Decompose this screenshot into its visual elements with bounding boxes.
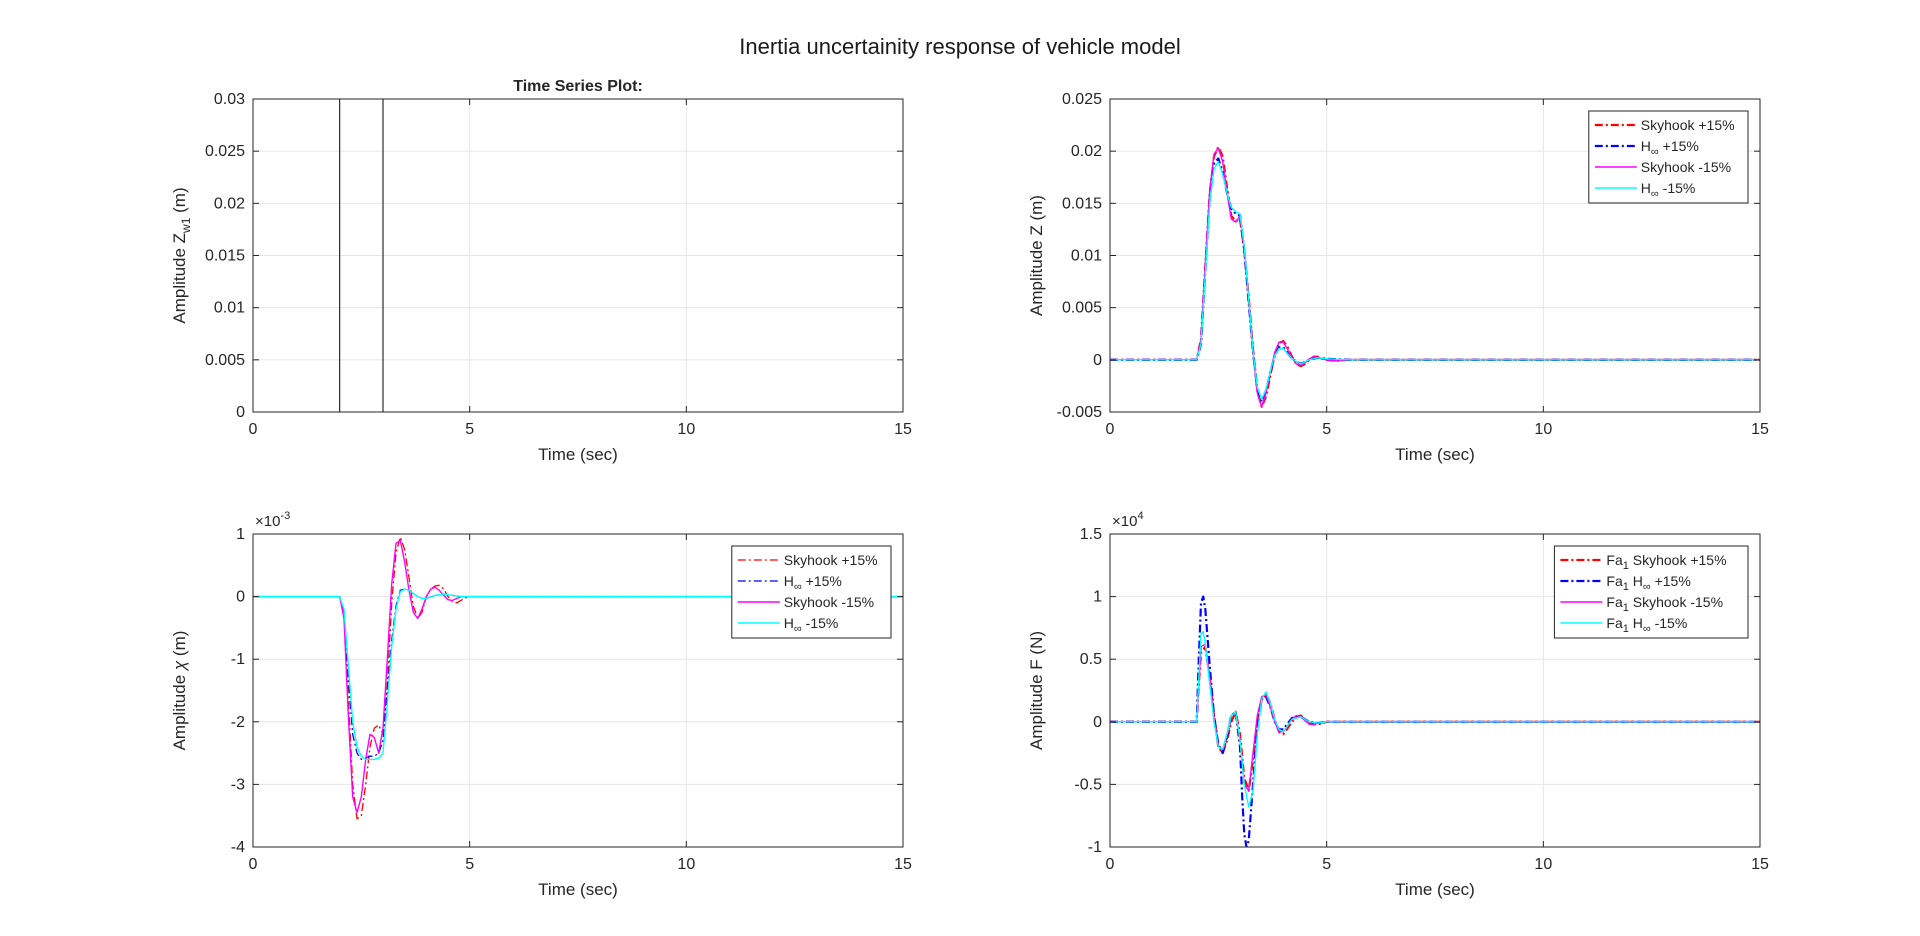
x-tick-label: 10 <box>677 856 695 873</box>
legend-entry-label: Skyhook +15% <box>784 552 878 568</box>
legend-entry-label: Skyhook +15% <box>1641 117 1735 133</box>
y-tick-label: 0.015 <box>1062 195 1102 212</box>
legend: Skyhook +15% H∞ +15%Skyhook -15% H∞ -15% <box>731 545 892 639</box>
series-line-4 <box>1110 631 1760 808</box>
y-tick-label: 0.03 <box>214 91 245 108</box>
x-tick-label: 5 <box>465 856 474 873</box>
legend-box <box>1553 545 1749 639</box>
axes-box <box>252 533 904 848</box>
axis-exponent: ×10-3 <box>255 510 290 530</box>
x-tick-label: 15 <box>1751 421 1769 438</box>
y-axis-label: Amplitude Zw1 (m) <box>170 187 193 323</box>
legend-entry-label: Fa1 H∞ +15% <box>1606 573 1690 593</box>
y-tick-label: 0.025 <box>1062 91 1102 108</box>
y-tick-label: 0 <box>1093 352 1102 369</box>
y-tick-label: 0.02 <box>214 195 245 212</box>
y-tick-label: 0.02 <box>1071 143 1102 160</box>
chart-panel-4: 0 5 10 15 -1 -0.5 0 0.5 1 1.5 Time (sec) Amplitude … <box>1027 510 1769 899</box>
legend-entry-label: Skyhook -15% <box>1641 159 1731 175</box>
x-axis-label: Time (sec) <box>1395 445 1475 464</box>
x-tick-label: 0 <box>1106 421 1115 438</box>
series-line-4 <box>253 588 903 761</box>
y-tick-label: 0.5 <box>1080 651 1102 668</box>
x-tick-label: 10 <box>1534 421 1552 438</box>
y-tick-label: 0.025 <box>205 143 245 160</box>
y-tick-label: -4 <box>231 839 245 856</box>
x-axis-label: Time (sec) <box>1395 880 1475 899</box>
x-tick-label: 15 <box>894 421 912 438</box>
x-tick-label: 0 <box>1106 856 1115 873</box>
axes-box <box>1109 533 1761 848</box>
legend-entry-label: Fa1 Skyhook +15% <box>1606 552 1726 572</box>
y-tick-label: 0 <box>236 404 245 421</box>
legend-entry-label: Fa1 Skyhook -15% <box>1606 594 1723 614</box>
x-tick-label: 10 <box>1534 856 1552 873</box>
series-line-4 <box>1110 160 1760 401</box>
x-tick-label: 5 <box>465 421 474 438</box>
series-line-1 <box>253 536 470 820</box>
x-axis-label: Time (sec) <box>538 445 618 464</box>
legend-entry-label: Skyhook -15% <box>784 594 874 610</box>
x-tick-label: 15 <box>1751 856 1769 873</box>
x-tick-label: 0 <box>249 856 258 873</box>
legend-box <box>731 545 892 639</box>
y-tick-label: -1 <box>1088 839 1102 856</box>
y-tick-label: 0.005 <box>205 352 245 369</box>
y-tick-label: -3 <box>231 776 245 793</box>
x-tick-label: 15 <box>894 856 912 873</box>
legend-entry-label: H∞ -15% <box>784 615 839 635</box>
legend-entry-label: Fa1 H∞ -15% <box>1606 615 1687 635</box>
y-axis-label: Amplitude Z (m) <box>1027 195 1046 316</box>
legend: Skyhook +15% H∞ +15%Skyhook -15% H∞ -15% <box>1588 110 1749 204</box>
series-line-3 <box>253 539 903 814</box>
y-axis-label: Amplitude F (N) <box>1027 631 1046 750</box>
legend-entry-label: H∞ +15% <box>784 573 842 593</box>
y-axis-label: Amplitude χ (m) <box>170 631 189 751</box>
figure-title: Inertia uncertainity response of vehicle… <box>739 34 1181 59</box>
y-tick-label: 0.015 <box>205 248 245 265</box>
x-tick-label: 5 <box>1322 421 1331 438</box>
y-tick-label: 0 <box>236 589 245 606</box>
x-axis-label: Time (sec) <box>538 880 618 899</box>
y-tick-label: 1 <box>236 526 245 543</box>
x-tick-label: 10 <box>677 421 695 438</box>
y-tick-label: -0.5 <box>1074 776 1102 793</box>
chart-title: Time Series Plot: <box>513 78 643 95</box>
legend: Fa1 Skyhook +15%Fa1 H∞ +15%Fa1 Skyhook -… <box>1553 545 1749 639</box>
legend-entry-label: H∞ +15% <box>1641 138 1699 158</box>
legend-entry-label: H∞ -15% <box>1641 180 1696 200</box>
chart-panel-3: 0 5 10 15 -4 -3 -2 -1 0 1 Time (sec) Amplitude χ (m… <box>170 510 912 899</box>
y-tick-label: -1 <box>231 651 245 668</box>
y-tick-label: 0 <box>1093 714 1102 731</box>
axis-exponent: ×104 <box>1112 510 1144 530</box>
y-tick-label: -2 <box>231 714 245 731</box>
y-tick-label: 0.005 <box>1062 300 1102 317</box>
y-tick-label: 1 <box>1093 589 1102 606</box>
y-tick-label: 0.01 <box>214 300 245 317</box>
chart-panel-1: 0 5 10 15 0 0.005 0.01 0.015 0.02 0.025 0.03 Time (… <box>170 78 912 464</box>
x-tick-label: 5 <box>1322 856 1331 873</box>
y-tick-label: -0.005 <box>1057 404 1102 421</box>
y-tick-label: 1.5 <box>1080 526 1102 543</box>
x-tick-label: 0 <box>249 421 258 438</box>
chart-panel-2: 0 5 10 15-0.00500.0050.010.0150.020.025Time… <box>1027 91 1769 464</box>
y-tick-label: 0.01 <box>1071 248 1102 265</box>
